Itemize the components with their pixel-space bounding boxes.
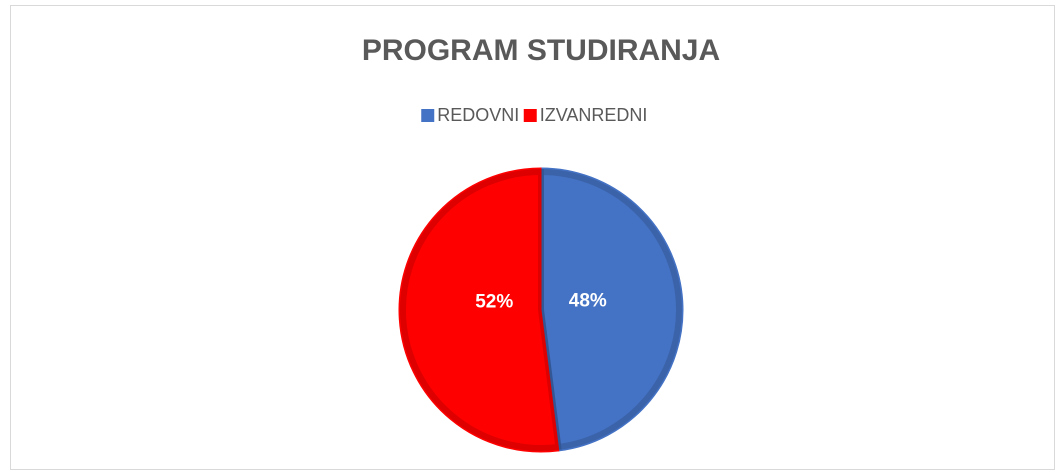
pie-slice-edge	[538, 168, 682, 451]
legend-label: REDOVNI	[437, 105, 519, 125]
data-label: 48%	[569, 290, 607, 311]
legend-swatch	[523, 109, 537, 122]
legend-label: IZVANREDNI	[540, 105, 648, 125]
pie-slice	[398, 167, 560, 453]
pie-slice-edge	[400, 168, 562, 451]
chart-title: PROGRAM STUDIRANJA	[362, 34, 720, 67]
legend-swatch	[421, 109, 435, 122]
data-label: 52%	[475, 292, 513, 313]
pie-slice	[540, 167, 684, 452]
